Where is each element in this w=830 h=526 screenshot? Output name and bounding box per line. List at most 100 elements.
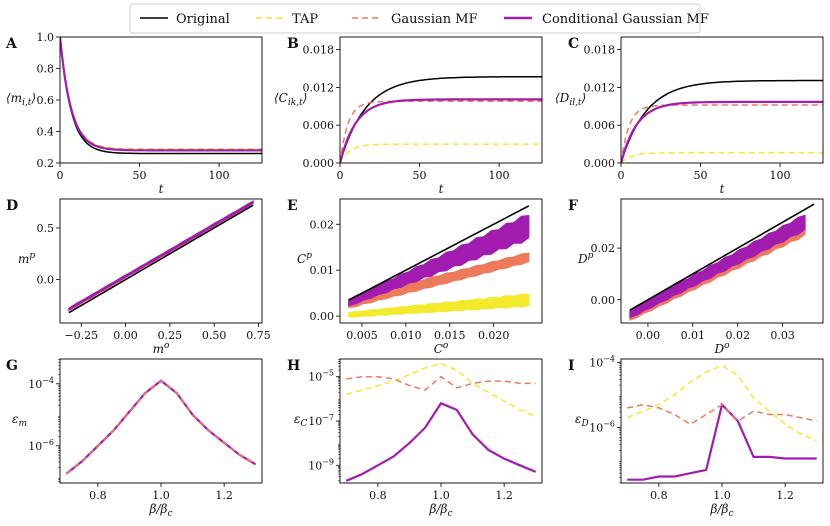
x-tick-label: 0.00 [113, 329, 138, 342]
panel-D: D −0.25 0.00 0.25 0.50 0.75 0.0 0.5 mo​ mp​ [6, 198, 271, 356]
x-tick-label: 1.0 [152, 489, 170, 502]
x-tick-label: 0.03 [770, 329, 795, 342]
x-tick-label: 0 [57, 169, 64, 182]
x-axis-label: Do​ [713, 341, 730, 356]
legend-label-tap: TAP [292, 12, 318, 27]
x-tick-label: 0.02 [725, 329, 750, 342]
x-tick-label: 0 [618, 169, 625, 182]
series-line [60, 37, 262, 152]
y-tick-label: 0.00 [310, 310, 335, 323]
y-axis-label: ⟨Dil,t​⟩ [555, 91, 586, 108]
y-axis-label: mp​ [18, 251, 35, 266]
y-tick-label: 0.02 [310, 218, 335, 231]
y-tick-label: 0.018 [584, 44, 616, 57]
y-tick-label: 0.01 [310, 264, 335, 277]
plot-area [340, 75, 542, 163]
series-line [627, 403, 817, 426]
x-axis-label: mo​ [153, 341, 170, 356]
x-tick-label: 1.2 [215, 489, 233, 502]
series-line [627, 402, 817, 481]
series-line [60, 37, 262, 155]
plot-area [348, 205, 530, 318]
x-axis-label: β/βc​ [710, 502, 734, 519]
legend-label-gaussian-mf: Gaussian MF [391, 12, 478, 27]
legend: Original TAP Gaussian MF Conditional Gau… [129, 3, 709, 34]
x-axis-label: t [159, 182, 164, 196]
plot-area [627, 364, 817, 481]
series-line [627, 364, 817, 442]
y-tick-label: 0.8 [37, 63, 55, 76]
y-tick-label: 0.4 [37, 126, 55, 139]
plot-area [345, 362, 537, 482]
identity-line [68, 204, 254, 314]
x-tick-label: 100 [209, 169, 230, 182]
x-tick-label: 0.25 [158, 329, 183, 342]
series-line [346, 362, 536, 418]
y-tick-label: 10−7 [308, 413, 334, 428]
y-axis-label: Cp​ [297, 251, 312, 266]
series-line [60, 37, 262, 151]
plot-area [65, 379, 257, 475]
y-tick-label: 10−9 [308, 457, 334, 472]
x-axis-label: t [720, 182, 725, 196]
series-line [621, 104, 823, 163]
series-line [340, 143, 542, 163]
x-tick-label: 0.75 [246, 329, 271, 342]
y-tick-label: 10−6 [589, 420, 615, 435]
x-tick-label: 100 [489, 169, 510, 182]
y-tick-label: 10−5 [308, 369, 334, 384]
axes-frame [59, 358, 263, 484]
x-tick-label: 0.8 [369, 489, 387, 502]
plot-area [60, 37, 262, 155]
scatter-band [348, 214, 530, 307]
scatter-band [629, 214, 806, 319]
x-tick-label: 1.0 [432, 489, 450, 502]
series-line [340, 100, 542, 163]
y-axis-label: Dp​ [577, 251, 594, 266]
panel-letter: I [568, 358, 575, 374]
plot-area [68, 200, 254, 314]
y-tick-label: 0.012 [584, 81, 616, 94]
y-tick-label: 0.000 [584, 157, 616, 170]
panel-letter: H [287, 358, 300, 374]
series-line [345, 401, 537, 482]
x-tick-label: 100 [770, 169, 791, 182]
x-axis-label: Co​ [434, 341, 449, 356]
x-tick-label: 0.010 [390, 329, 422, 342]
axes-frame [620, 36, 824, 164]
series-line [60, 37, 262, 150]
panel-G: G 0.8 1.0 1.2 10−6 10−4 β/βc​ εm​ [6, 358, 263, 519]
panel-H: H 0.8 1.0 1.2 10−9 10−7 10−5 β/βc​ εC​ [287, 358, 543, 519]
panel-I: I 0.8 1.0 1.2 10−6 10−4 β/βc​ εD​ [568, 354, 824, 519]
x-axis-label: β/βc​ [149, 502, 173, 519]
axes-frame [339, 36, 543, 164]
y-tick-label: 0.00 [591, 294, 616, 307]
y-tick-label: 10−4 [589, 354, 615, 369]
y-tick-label: 0.006 [584, 119, 616, 132]
panel-B: B 0 50 100 0.000 0.006 0.012 0.018 t ⟨Cik,t​⟩ [274, 36, 543, 196]
x-axis-label: t [439, 182, 444, 196]
x-tick-label: 0.50 [202, 329, 227, 342]
x-tick-label: 50 [133, 169, 147, 182]
series-line [340, 75, 542, 163]
x-tick-label: 0.005 [346, 329, 378, 342]
panel-E: E 0.005 0.010 0.015 0.020 0.00 0.01 0.02 Co​ Cp​ [287, 198, 543, 356]
x-tick-label: 0.01 [681, 329, 706, 342]
y-axis-label: εC​ [294, 412, 307, 429]
y-tick-label: 0.02 [591, 242, 616, 255]
y-tick-label: 0.2 [37, 157, 55, 170]
y-axis-label: ⟨Cik,t​⟩ [274, 91, 307, 108]
panel-letter: A [5, 36, 18, 52]
series-line [621, 100, 823, 163]
y-tick-label: 0.018 [303, 44, 335, 57]
x-tick-label: 0.8 [650, 489, 668, 502]
scatter-band [348, 293, 530, 318]
legend-label-conditional-gaussian-mf: Conditional Gaussian MF [542, 12, 709, 27]
series-line [340, 98, 542, 163]
x-axis-label: β/βc​ [429, 502, 453, 519]
legend-frame [129, 3, 701, 34]
x-tick-label: 0.8 [89, 489, 107, 502]
x-tick-label: 0.015 [434, 329, 466, 342]
series-line [621, 79, 823, 163]
